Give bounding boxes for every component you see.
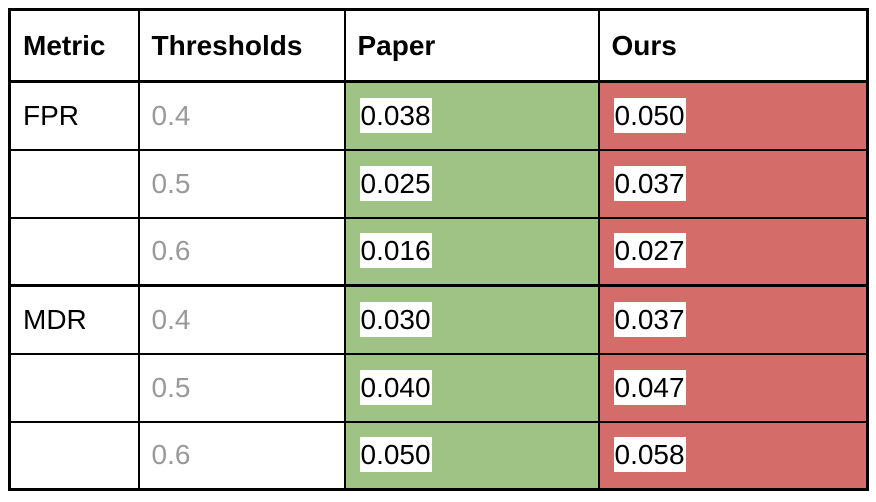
paper-value: 0.025 [359, 165, 432, 201]
ours-value: 0.027 [613, 233, 686, 269]
table-row: 0.5 0.025 0.037 [8, 148, 869, 219]
paper-value: 0.040 [359, 369, 432, 405]
metric-cell [8, 148, 140, 219]
column-header: Ours [597, 8, 869, 83]
header-row: Metric Thresholds Paper Ours [8, 8, 869, 83]
threshold-cell: 0.6 [137, 216, 346, 287]
results-table: Metric Thresholds Paper Ours FPR 0.4 0.038 0.0… [8, 8, 869, 491]
column-header: Thresholds [137, 8, 346, 83]
ours-cell: 0.050 [597, 80, 869, 151]
ours-value: 0.037 [613, 301, 686, 337]
paper-cell: 0.040 [343, 352, 600, 423]
table-row: 0.5 0.040 0.047 [8, 352, 869, 423]
metric-cell [8, 420, 140, 491]
paper-value: 0.030 [359, 301, 432, 337]
ours-value: 0.050 [613, 97, 686, 133]
ours-cell: 0.047 [597, 352, 869, 423]
paper-cell: 0.038 [343, 80, 600, 151]
table-row: MDR 0.4 0.030 0.037 [8, 284, 869, 355]
ours-cell: 0.037 [597, 284, 869, 355]
paper-cell: 0.025 [343, 148, 600, 219]
table-row: FPR 0.4 0.038 0.050 [8, 80, 869, 151]
table-body: FPR 0.4 0.038 0.050 0.5 0.025 0.037 0.6 0.016 0.0… [8, 80, 869, 491]
paper-cell: 0.030 [343, 284, 600, 355]
paper-value: 0.038 [359, 97, 432, 133]
threshold-cell: 0.6 [137, 420, 346, 491]
table-row: 0.6 0.050 0.058 [8, 420, 869, 491]
ours-cell: 0.058 [597, 420, 869, 491]
paper-cell: 0.050 [343, 420, 600, 491]
ours-cell: 0.027 [597, 216, 869, 287]
paper-value: 0.016 [359, 233, 432, 269]
ours-value: 0.058 [613, 437, 686, 473]
ours-value: 0.037 [613, 165, 686, 201]
metric-cell: MDR [8, 284, 140, 355]
metric-cell [8, 216, 140, 287]
column-header: Paper [343, 8, 600, 83]
table-row: 0.6 0.016 0.027 [8, 216, 869, 287]
metric-cell [8, 352, 140, 423]
threshold-cell: 0.4 [137, 284, 346, 355]
threshold-cell: 0.4 [137, 80, 346, 151]
threshold-cell: 0.5 [137, 352, 346, 423]
threshold-cell: 0.5 [137, 148, 346, 219]
paper-value: 0.050 [359, 437, 432, 473]
ours-cell: 0.037 [597, 148, 869, 219]
ours-value: 0.047 [613, 369, 686, 405]
paper-cell: 0.016 [343, 216, 600, 287]
metric-cell: FPR [8, 80, 140, 151]
column-header: Metric [8, 8, 140, 83]
